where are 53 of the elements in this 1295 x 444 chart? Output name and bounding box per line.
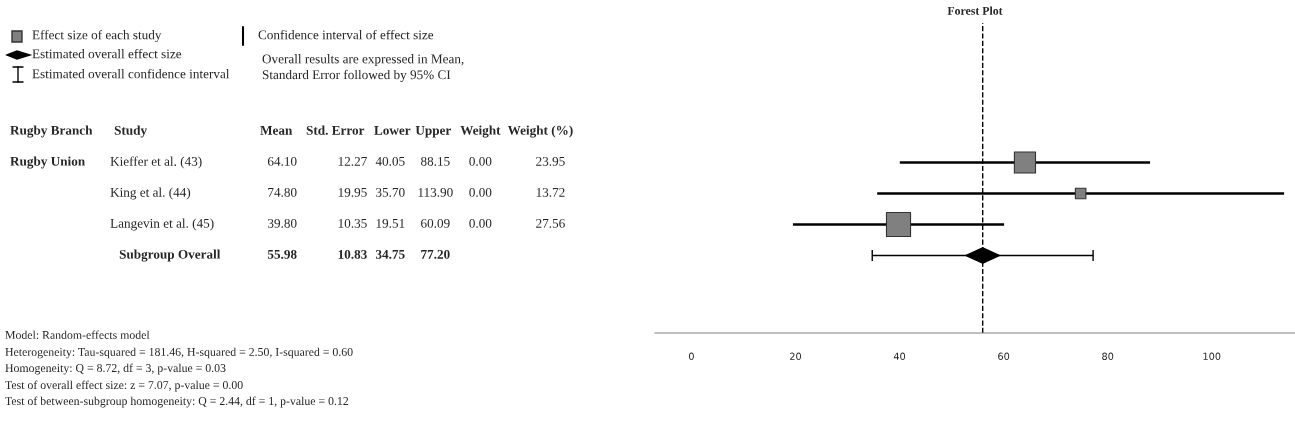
text: 0.00 bbox=[469, 187, 492, 197]
text: 77.20 bbox=[421, 249, 450, 259]
text: Model: Random-effects model bbox=[5, 330, 150, 340]
category-label: Weight (%) bbox=[507, 125, 573, 138]
text: 39.80 bbox=[268, 218, 297, 228]
text: 19.95 bbox=[338, 187, 367, 197]
text: 88.15 bbox=[421, 156, 450, 166]
point bbox=[1013, 151, 1037, 174]
text: Estimated overall confidence interval bbox=[32, 68, 230, 79]
text: Kieffer et al. (43) bbox=[110, 156, 202, 169]
chart-title: Forest Plot bbox=[947, 6, 1003, 15]
text: Confidence interval of effect size bbox=[258, 29, 434, 40]
text: 113.90 bbox=[418, 187, 453, 197]
text: 0.00 bbox=[469, 218, 492, 228]
text: 19.51 bbox=[376, 218, 405, 228]
text: 0.00 bbox=[469, 156, 492, 166]
text: 35.70 bbox=[376, 187, 405, 197]
text: 10.83 bbox=[338, 249, 367, 259]
text: Subgroup Overall bbox=[119, 249, 221, 262]
text: 12.27 bbox=[338, 156, 367, 166]
text: Estimated overall effect size bbox=[32, 48, 182, 59]
text: 27.56 bbox=[536, 218, 565, 228]
x-tick-label: 0 bbox=[688, 352, 694, 360]
category-label: Lower bbox=[374, 126, 411, 135]
text: Overall results are expressed in Mean, Standard Error followed by 95% CI bbox=[262, 54, 464, 82]
text: Rugby Union bbox=[10, 156, 85, 169]
x-tick-label: 40 bbox=[893, 352, 906, 360]
text: Heterogeneity: Tau-squared = 181.46, H-squared = 2.50, I-squared = 0.60 bbox=[5, 347, 353, 359]
text: 23.95 bbox=[536, 156, 565, 166]
x-tick-label: 60 bbox=[998, 352, 1010, 360]
text: 64.10 bbox=[267, 156, 297, 166]
text: Test of overall effect size: z = 7.07, p-value = 0.00 bbox=[5, 380, 243, 392]
text: 60.09 bbox=[421, 218, 450, 228]
text: 13.72 bbox=[536, 187, 565, 197]
x-tick-label: 80 bbox=[1102, 352, 1114, 360]
category-label: Rugby Branch bbox=[10, 125, 93, 138]
category-label: Std. Error bbox=[306, 125, 365, 135]
text: Langevin et al. (45) bbox=[110, 218, 214, 231]
category-label: Weight bbox=[460, 125, 501, 138]
x-tick-label: 20 bbox=[790, 352, 802, 360]
category-label: Study bbox=[114, 125, 147, 138]
text: 10.35 bbox=[338, 218, 367, 228]
text: 34.75 bbox=[375, 249, 405, 259]
category-label: Upper bbox=[415, 126, 452, 138]
x-tick-label: 100 bbox=[1203, 352, 1221, 360]
text: 55.98 bbox=[267, 249, 297, 259]
text: King et al. (44) bbox=[110, 187, 191, 200]
text: Homogeneity: Q = 8.72, df = 3, p-value = 0.03 bbox=[5, 363, 226, 375]
text: 40.05 bbox=[375, 156, 405, 166]
category-label: Mean bbox=[260, 126, 293, 135]
text: 74.80 bbox=[268, 187, 297, 197]
text: Effect size of each study bbox=[32, 29, 162, 43]
text: Test of between-subgroup homogeneity: Q = 2.44, df = 1, p-value = 0.12 bbox=[5, 396, 349, 408]
